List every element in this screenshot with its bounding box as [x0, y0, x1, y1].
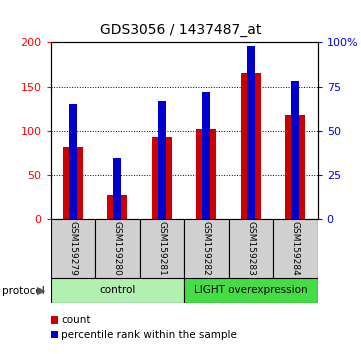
Text: count: count — [61, 315, 91, 325]
Bar — [273, 219, 318, 278]
Text: control: control — [99, 285, 135, 295]
Bar — [140, 219, 184, 278]
Text: protocol: protocol — [2, 286, 44, 296]
Text: GSM159279: GSM159279 — [68, 221, 77, 276]
Bar — [203, 92, 210, 219]
Bar — [51, 278, 184, 303]
Bar — [286, 115, 305, 219]
Bar — [184, 278, 318, 303]
Bar — [95, 219, 140, 278]
Bar — [247, 46, 255, 219]
Bar — [184, 219, 229, 278]
Text: GDS3056 / 1437487_at: GDS3056 / 1437487_at — [100, 23, 261, 37]
Bar — [158, 101, 166, 219]
Bar — [69, 104, 77, 219]
Text: GSM159282: GSM159282 — [202, 221, 211, 276]
Text: GSM159284: GSM159284 — [291, 221, 300, 276]
Bar — [63, 147, 83, 219]
Bar — [291, 81, 299, 219]
Text: LIGHT overexpression: LIGHT overexpression — [194, 285, 308, 295]
Bar — [241, 74, 261, 219]
Text: GSM159283: GSM159283 — [247, 221, 255, 276]
Text: GSM159281: GSM159281 — [157, 221, 166, 276]
Bar — [152, 137, 172, 219]
Bar — [51, 219, 95, 278]
Text: ▶: ▶ — [37, 286, 46, 296]
Bar — [196, 129, 216, 219]
Bar — [113, 158, 121, 219]
Text: percentile rank within the sample: percentile rank within the sample — [61, 330, 237, 339]
Bar — [107, 195, 127, 219]
Text: GSM159280: GSM159280 — [113, 221, 122, 276]
Bar — [229, 219, 273, 278]
